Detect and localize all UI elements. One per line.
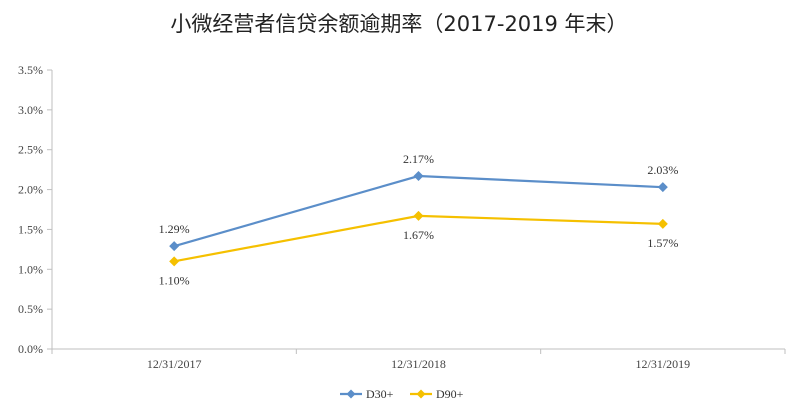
data-label: 2.03% bbox=[647, 163, 678, 177]
y-tick-label: 1.5% bbox=[18, 222, 43, 236]
y-tick-label: 2.0% bbox=[18, 183, 43, 197]
data-label: 1.29% bbox=[159, 222, 190, 236]
legend-label: D30+ bbox=[366, 387, 394, 401]
data-label: 1.57% bbox=[647, 236, 678, 250]
series-d90: 1.10% 1.67% 1.57% bbox=[159, 210, 678, 287]
legend-marker bbox=[346, 389, 356, 399]
y-tick-label: 3.0% bbox=[18, 103, 43, 117]
x-axis: 12/31/2017 12/31/2018 12/31/2019 bbox=[51, 348, 786, 371]
data-label: 1.67% bbox=[403, 228, 434, 242]
legend: D30+ D90+ bbox=[340, 387, 464, 401]
data-point bbox=[169, 256, 180, 267]
data-point bbox=[657, 218, 668, 229]
x-tick-label: 12/31/2019 bbox=[635, 357, 690, 371]
data-point bbox=[657, 182, 668, 193]
y-tick-label: 3.5% bbox=[18, 63, 43, 77]
legend-marker bbox=[416, 389, 426, 399]
x-tick-label: 12/31/2018 bbox=[391, 357, 446, 371]
series-layer: 1.29% 2.17% 2.03% 1.10% 1.67% 1.57% bbox=[159, 152, 679, 287]
chart-title: 小微经营者信贷余额逾期率（2017-2019 年末） bbox=[170, 12, 628, 36]
series-d30: 1.29% 2.17% 2.03% bbox=[159, 152, 678, 252]
data-point bbox=[413, 171, 424, 182]
y-tick-label: 0.5% bbox=[18, 302, 43, 316]
data-point bbox=[169, 241, 180, 252]
data-label: 1.10% bbox=[159, 273, 190, 287]
y-tick-label: 1.0% bbox=[18, 262, 43, 276]
legend-label: D90+ bbox=[436, 387, 464, 401]
legend-item: D90+ bbox=[410, 387, 464, 401]
data-point bbox=[413, 210, 424, 221]
y-tick-label: 0.0% bbox=[18, 342, 43, 356]
y-axis: 0.0% 0.5% 1.0% 1.5% 2.0% 2.5% 3.0% 3.5% bbox=[18, 63, 53, 356]
data-label: 2.17% bbox=[403, 152, 434, 166]
legend-item: D30+ bbox=[340, 387, 394, 401]
x-tick-label: 12/31/2017 bbox=[147, 357, 202, 371]
y-tick-label: 2.5% bbox=[18, 143, 43, 157]
